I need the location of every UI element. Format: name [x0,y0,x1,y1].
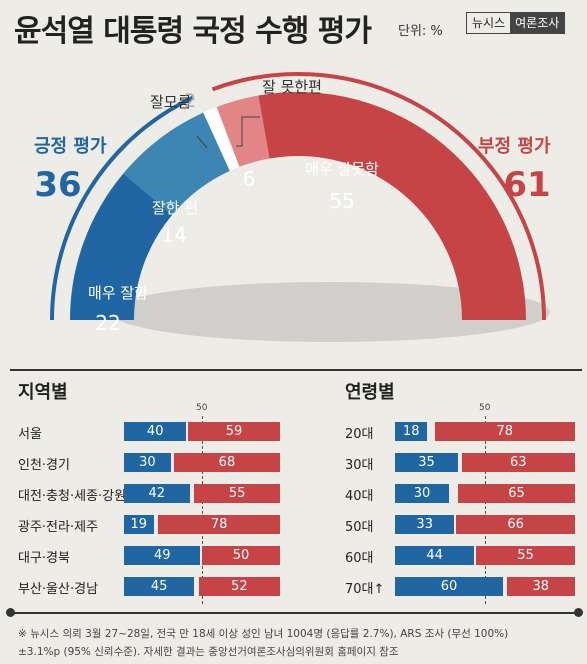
region-reference-line [202,416,203,604]
gauge-segment-2 [203,107,240,171]
positive-value: 36 [34,165,81,205]
fairly-good-label: 잘한 편 [152,199,198,217]
very-good-label: 매우 잘함 [88,284,148,302]
age-positive-bar: 60 [395,577,503,596]
region-row-label: 대구·경북 [18,551,70,566]
region-positive-bar: 30 [124,453,171,472]
age-positive-bar: 44 [395,546,475,565]
age-reference-line [485,416,486,604]
region-row-label: 인천·경기 [18,458,70,473]
age-row-label: 60대 [345,551,374,566]
age-row-label: 40대 [345,489,374,504]
region-positive-bar: 49 [124,546,201,565]
age-row-label: 30대 [345,458,374,473]
slightly-bad-label: 잘 못한편 [262,78,322,96]
gauge-segment-0 [70,173,173,320]
age-negative-bar: 38 [506,577,575,596]
negative-value: 61 [503,165,550,205]
age-row-label: 20대 [345,427,374,442]
gauge-shadow [110,282,550,342]
positive-outer-arc [50,95,195,321]
age-positive-bar: 18 [395,422,428,441]
region-negative-bar: 59 [187,422,280,441]
region-row-label: 서울 [18,427,42,442]
section-divider [10,369,582,371]
age-positive-bar: 35 [395,453,458,472]
age-negative-bar: 78 [434,422,575,441]
unknown-leader [196,135,208,149]
page-title: 윤석열 대통령 국정 수행 평가 [14,14,372,49]
footnote-line-2: ±3.1%p (95% 신뢰수준). 자세한 결과는 중앙선거여론조사심의위원회… [18,646,399,658]
unknown-value: 2 [184,90,196,112]
very-bad-label: 매우 잘못함 [305,160,379,178]
footer-divider [10,612,582,614]
brand-badge: 뉴시스 여론조사 [466,12,566,34]
unit-label: 단위: % [398,24,443,39]
very-good-value: 22 [95,311,120,335]
region-positive-bar: 19 [124,515,154,534]
region-negative-bar: 68 [173,453,280,472]
age-section-title: 연령별 [345,382,395,403]
region-reference-label: 50 [196,403,208,413]
positive-label: 긍정 평가 [34,136,107,157]
region-row-label: 부산·울산·경남 [18,582,99,597]
region-negative-bar: 50 [202,546,280,565]
region-positive-bar: 42 [124,484,190,503]
region-negative-bar: 78 [158,515,280,534]
age-negative-bar: 63 [461,453,575,472]
negative-outer-arc [211,72,546,321]
region-positive-bar: 45 [124,577,195,596]
age-positive-bar: 30 [395,484,449,503]
fairly-good-value: 14 [161,223,186,247]
region-negative-bar: 52 [198,577,280,596]
region-positive-bar: 40 [124,422,187,441]
region-negative-bar: 55 [194,484,280,503]
brand-left: 뉴시스 [472,16,506,30]
age-negative-bar: 66 [456,515,575,534]
brand-right: 여론조사 [510,13,565,33]
gauge-segment-4 [258,92,526,320]
gauge-segment-3 [216,95,270,167]
footer-dot-right [574,608,583,617]
age-negative-bar: 65 [458,484,575,503]
age-negative-bar: 55 [476,546,575,565]
age-row-label: 50대 [345,520,374,535]
slightly-bad-value: 6 [243,167,256,191]
gauge-segment-1 [123,112,230,215]
slightly-bad-leader [236,116,260,147]
negative-label: 부정 평가 [478,136,551,157]
age-positive-bar: 33 [395,515,455,534]
region-section-title: 지역별 [18,382,68,403]
approval-gauge: 긍정 평가 36 부정 평가 61 잘모름 2 잘 못한편 6 매우 잘못함 5… [34,72,551,342]
unknown-label: 잘모름 [150,93,192,111]
region-row-label: 광주·전라·제주 [18,520,99,535]
very-bad-value: 55 [329,189,354,213]
age-row-label: 70대↑ [345,582,385,597]
age-reference-label: 50 [479,403,491,413]
region-row-label: 대전·충청·세종·강원 [18,489,127,504]
footnote-line-1: ※ 뉴시스 의뢰 3월 27~28일, 전국 만 18세 이상 성인 남녀 10… [18,628,509,640]
